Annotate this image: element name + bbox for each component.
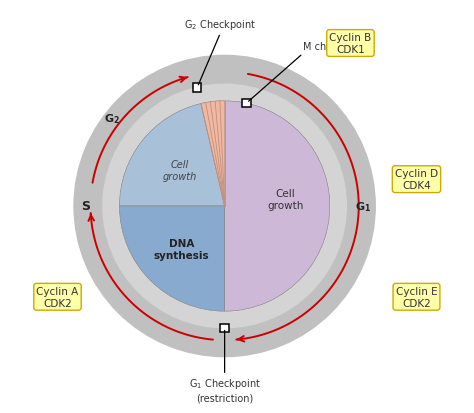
Text: Cell
growth: Cell growth — [162, 160, 196, 181]
Circle shape — [74, 56, 375, 357]
Text: G$_1$ Checkpoint
(restriction): G$_1$ Checkpoint (restriction) — [189, 377, 261, 402]
Text: Cyclin A
CDK2: Cyclin A CDK2 — [36, 286, 79, 308]
Text: Cyclin E
CDK2: Cyclin E CDK2 — [396, 286, 438, 308]
Circle shape — [119, 102, 330, 311]
Bar — [220, 324, 229, 332]
Wedge shape — [201, 102, 225, 206]
Wedge shape — [119, 206, 225, 311]
Text: DNA
synthesis: DNA synthesis — [154, 239, 210, 260]
Text: G$_2$ Checkpoint: G$_2$ Checkpoint — [184, 18, 256, 31]
Text: $\mathbf{G_1}$: $\mathbf{G_1}$ — [355, 199, 371, 214]
Text: Cell
growth: Cell growth — [267, 189, 303, 210]
Wedge shape — [201, 102, 330, 311]
Text: Cyclin D
CDK4: Cyclin D CDK4 — [395, 169, 438, 190]
Text: Cyclin B
CDK1: Cyclin B CDK1 — [329, 33, 372, 55]
Bar — [242, 100, 251, 108]
Circle shape — [103, 85, 346, 328]
Text: $\mathbf{G_2}$: $\mathbf{G_2}$ — [104, 112, 120, 126]
Wedge shape — [119, 104, 225, 206]
Text: M checkpoint: M checkpoint — [303, 42, 368, 52]
Bar — [193, 84, 201, 92]
Text: $\mathbf{S}$: $\mathbf{S}$ — [82, 200, 91, 213]
